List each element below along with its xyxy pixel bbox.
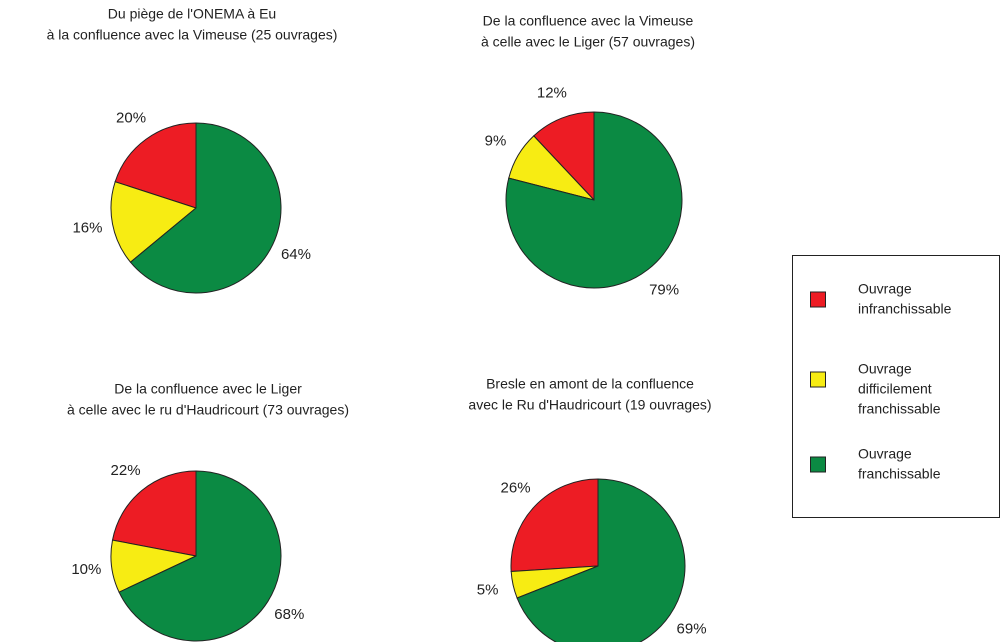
chart-title: avec le Ru d'Haudricourt (19 ouvrages) <box>468 397 711 413</box>
pie-slice <box>129 122 282 294</box>
legend-swatch <box>810 371 826 388</box>
legend-label: Ouvrage <box>858 281 912 297</box>
legend-label: Ouvrage <box>858 361 912 377</box>
pie-slice <box>516 478 686 642</box>
chart-title: De la confluence avec le Liger <box>114 381 302 397</box>
chart-title: Du piège de l'ONEMA à Eu <box>108 6 276 22</box>
chart-title: à celle avec le Liger (57 ouvrages) <box>481 34 695 50</box>
data-label: 9% <box>485 133 507 150</box>
chart-title: à celle avec le ru d'Haudricourt (73 ouv… <box>67 402 349 418</box>
data-label: 26% <box>501 480 531 497</box>
data-label: 69% <box>677 621 707 638</box>
data-label: 10% <box>71 561 101 578</box>
data-label: 68% <box>274 606 304 623</box>
legend-label: difficilement <box>858 381 932 397</box>
pie-slice <box>111 470 197 557</box>
data-label: 64% <box>281 246 311 263</box>
pie-slice <box>118 470 282 642</box>
data-label: 20% <box>116 110 146 127</box>
legend-label: Ouvrage <box>858 446 912 462</box>
data-label: 12% <box>537 85 567 102</box>
legend-label: infranchissable <box>858 301 952 317</box>
data-label: 79% <box>649 281 679 298</box>
data-label: 5% <box>477 582 499 599</box>
chart-title: Bresle en amont de la confluence <box>486 376 694 392</box>
legend-label: franchissable <box>858 401 941 417</box>
chart-title: à la confluence avec la Vimeuse (25 ouvr… <box>47 27 338 43</box>
legend-swatch <box>810 291 826 308</box>
pie-slice <box>505 111 683 289</box>
legend-box <box>792 255 1000 518</box>
pie-slice <box>114 122 197 209</box>
legend-label: franchissable <box>858 466 941 482</box>
data-label: 16% <box>72 220 102 237</box>
pie-slice <box>533 111 595 202</box>
data-label: 22% <box>111 462 141 479</box>
pie-slice <box>510 478 599 572</box>
pie-slice <box>110 181 198 263</box>
chart-title: De la confluence avec la Vimeuse <box>483 13 694 29</box>
legend-swatch <box>810 456 826 473</box>
